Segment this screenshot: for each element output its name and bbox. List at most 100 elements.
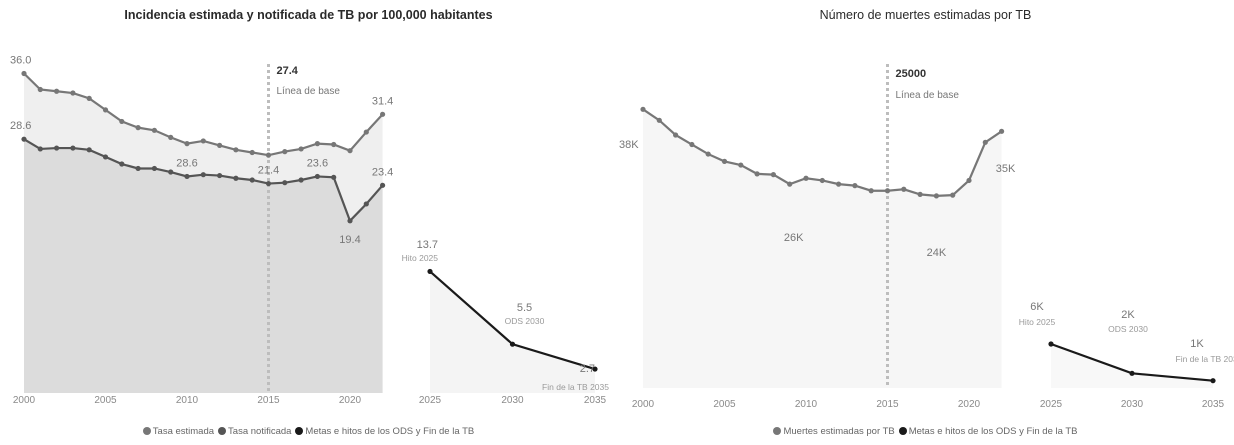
notified-point <box>363 201 369 207</box>
notified-point <box>249 177 255 183</box>
legend-item[interactable]: Tasa estimada <box>142 426 215 437</box>
incidence-chart-panel: Incidencia estimada y notificada de TB p… <box>0 8 617 437</box>
legend-label: Metas e hitos de los ODS y Fin de la TB <box>908 426 1078 437</box>
estimated-point <box>298 146 304 152</box>
target-point <box>1048 341 1054 347</box>
deaths-point <box>770 172 776 178</box>
target-milestone-label: Hito 2025 <box>1019 317 1056 327</box>
legend-item[interactable]: Metas e hitos de los ODS y Fin de la TB <box>295 426 474 437</box>
notified-point <box>135 165 141 172</box>
legend-label: Muertes estimadas por TB <box>783 426 895 437</box>
estimated-point <box>380 111 386 117</box>
target-value-label: 6K <box>1030 301 1044 313</box>
legend-item[interactable]: Muertes estimadas por TB <box>773 426 895 437</box>
target-value-label: 2K <box>1121 309 1135 321</box>
deaths-point <box>803 175 809 181</box>
estimated-point <box>37 86 43 93</box>
data-label: 31.4 <box>372 95 393 107</box>
estimated-point <box>363 129 369 135</box>
baseline-label: Línea de base <box>896 90 960 101</box>
notified-point <box>86 147 92 153</box>
deaths-point <box>754 171 760 177</box>
deaths-point <box>933 193 939 199</box>
deaths-point <box>836 181 842 187</box>
deaths-point <box>819 177 825 184</box>
data-label: 28.6 <box>176 157 197 169</box>
data-label: 23.6 <box>307 157 328 169</box>
target-point <box>1129 370 1135 376</box>
data-label: 21.4 <box>258 165 279 177</box>
incidence-chart: 27.4 Línea de base 36.0 28.6 31.4 23.4 28.6 23.… <box>10 55 609 407</box>
deaths-point <box>852 183 858 189</box>
target-value-label: 13.7 <box>417 239 438 251</box>
notified-point <box>298 177 304 183</box>
estimated-point <box>168 134 174 140</box>
notified-point <box>184 173 190 180</box>
deaths-point <box>656 117 662 123</box>
notified-point <box>314 173 320 180</box>
targets-area <box>1051 344 1213 388</box>
x-tick-label: 2015 <box>257 395 280 406</box>
notified-point <box>282 180 288 186</box>
deaths-legend: Muertes estimadas por TB Metas e hitos de… <box>617 426 1234 437</box>
data-label: 19.4 <box>339 234 360 246</box>
estimated-point <box>102 107 109 113</box>
estimated-point <box>331 141 337 148</box>
target-value-label: 2.7 <box>580 363 595 375</box>
deaths-point <box>917 191 923 197</box>
deaths-point <box>673 132 679 138</box>
notified-point <box>119 161 125 167</box>
data-label: 24K <box>927 247 947 259</box>
x-tick-label: 2015 <box>876 399 899 410</box>
notified-point <box>200 172 206 178</box>
target-point <box>1210 378 1216 384</box>
x-tick-label: 2005 <box>94 395 117 406</box>
deaths-point <box>868 188 874 194</box>
baseline-label: Línea de base <box>277 86 341 97</box>
notified-point <box>331 174 337 180</box>
legend-marker-icon <box>218 427 227 435</box>
data-label: 23.4 <box>372 166 393 178</box>
estimated-point <box>54 88 60 94</box>
estimated-point <box>314 141 320 147</box>
deaths-point <box>640 106 646 112</box>
target-point <box>592 366 598 372</box>
notified-point <box>102 154 109 160</box>
deaths-area <box>643 109 1002 388</box>
estimated-point <box>21 70 27 77</box>
target-value-label: 1K <box>1190 338 1204 350</box>
legend-marker-icon <box>773 427 782 435</box>
baseline-value: 25000 <box>896 68 927 80</box>
data-label: 35K <box>996 163 1016 175</box>
legend-item[interactable]: Tasa notificada <box>218 426 291 437</box>
deaths-point <box>901 186 907 192</box>
notified-point <box>347 218 353 224</box>
x-tick-label: 2010 <box>795 399 818 410</box>
target-milestone-label: ODS 2030 <box>1108 324 1148 334</box>
estimated-point <box>233 147 239 153</box>
notified-point <box>37 146 43 152</box>
legend-item[interactable]: Metas e hitos de los ODS y Fin de la TB <box>898 426 1078 437</box>
data-label: 36.0 <box>10 55 31 67</box>
incidence-legend: Tasa estimada Tasa notificada Metas e hito… <box>0 426 617 437</box>
estimated-point <box>70 90 76 96</box>
legend-label: Metas e hitos de los ODS y Fin de la TB <box>305 426 475 437</box>
target-point <box>427 268 433 275</box>
deaths-point <box>787 181 793 187</box>
target-milestone-label: ODS 2030 <box>505 316 545 326</box>
x-tick-label: 2000 <box>632 399 655 410</box>
x-tick-label: 2020 <box>339 395 362 406</box>
estimated-point <box>347 148 353 154</box>
deaths-chart-title: Número de muertes estimadas por TB <box>819 8 1032 22</box>
deaths-point <box>705 151 711 157</box>
target-milestone-label: Fin de la TB 2035 <box>542 382 609 392</box>
estimated-point <box>249 149 255 156</box>
target-value-label: 5.5 <box>517 302 532 314</box>
deaths-chart: 25000 Línea de base 38K 26K 24K 35K 6K Hito 202… <box>619 64 1234 410</box>
deaths-point <box>966 177 972 184</box>
estimated-area <box>24 73 383 221</box>
estimated-point <box>200 138 206 144</box>
notified-point <box>233 175 239 181</box>
legend-label: Tasa estimada <box>152 426 215 437</box>
data-label: 38K <box>619 139 639 151</box>
